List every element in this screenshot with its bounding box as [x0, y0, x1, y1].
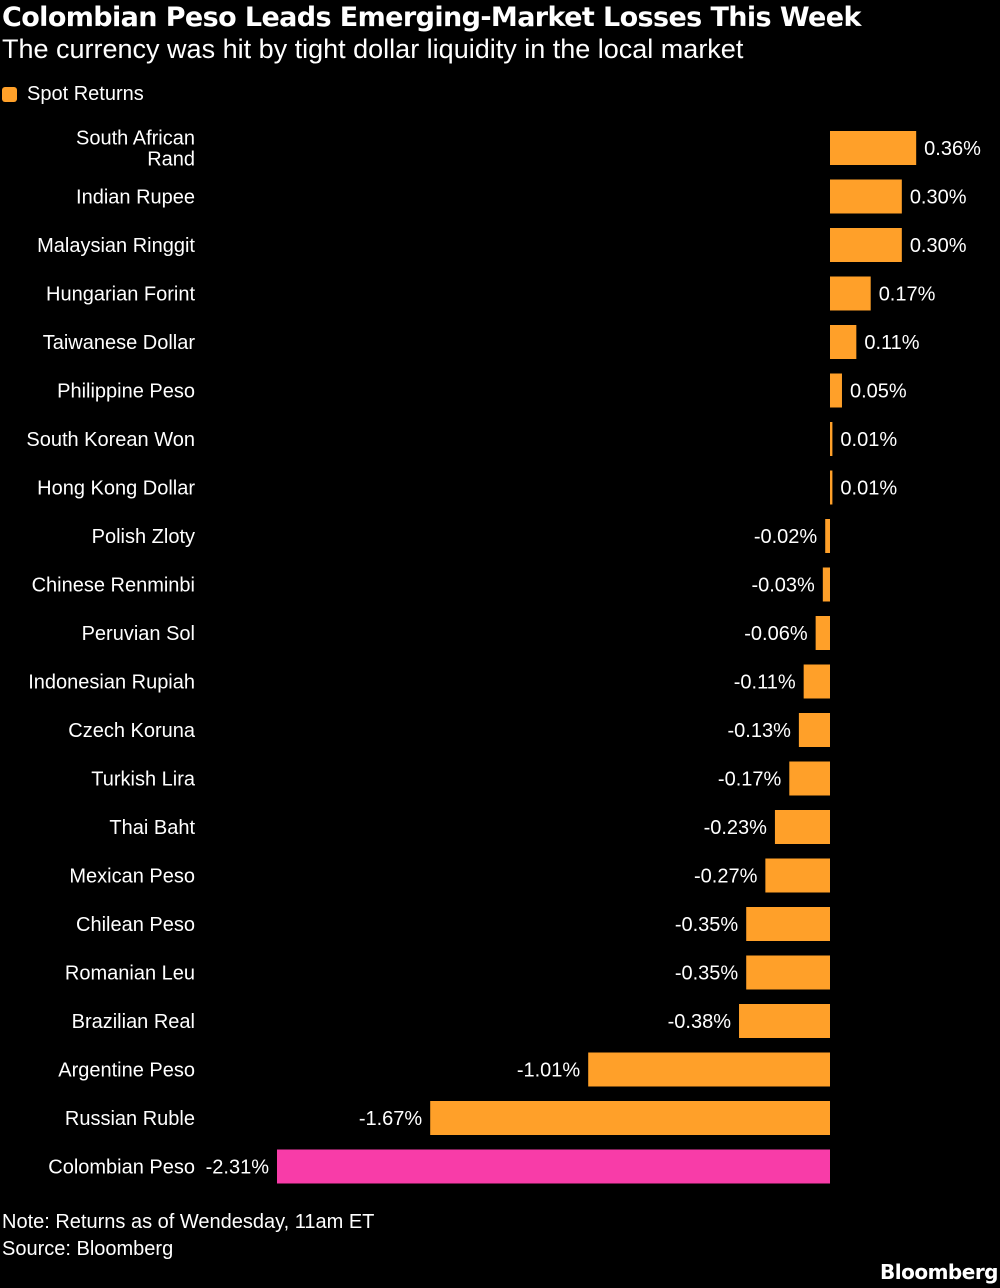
bar — [774, 810, 830, 844]
bar — [830, 422, 833, 456]
bar — [789, 761, 830, 796]
bar — [746, 955, 830, 990]
category-label: Argentine Peso — [58, 1060, 195, 1082]
category-label: Russian Ruble — [65, 1108, 195, 1130]
category-label-line: South African — [76, 128, 195, 150]
category-label: Czech Koruna — [68, 720, 196, 742]
category-label: Thai Baht — [109, 817, 195, 839]
bar — [765, 858, 830, 893]
value-label: 0.17% — [879, 284, 936, 306]
value-label: -0.23% — [704, 817, 768, 839]
category-label: Indian Rupee — [76, 187, 195, 209]
bar — [746, 907, 830, 941]
bar — [830, 470, 833, 505]
value-label: -0.03% — [751, 575, 815, 597]
category-label: Chilean Peso — [76, 914, 195, 936]
value-label: -0.06% — [744, 623, 808, 645]
category-label: Romanian Leu — [65, 963, 195, 985]
chart-note: Note: Returns as of Wendesday, 11am ET — [2, 1211, 375, 1233]
value-label: -0.35% — [675, 963, 739, 985]
value-label: 0.05% — [850, 381, 907, 403]
value-label: -0.38% — [668, 1011, 732, 1033]
value-label: -0.17% — [718, 769, 782, 791]
bar — [430, 1101, 830, 1135]
bar — [803, 664, 830, 699]
value-label: -0.02% — [754, 526, 818, 548]
bar — [830, 325, 857, 359]
value-label: -1.01% — [517, 1060, 581, 1082]
bar — [815, 616, 830, 650]
bar — [822, 567, 830, 602]
bar — [830, 228, 902, 262]
legend-swatch — [2, 86, 17, 102]
bar — [798, 713, 830, 747]
legend-label: Spot Returns — [27, 82, 144, 105]
bar-chart: South African Rand 0.36% Indian Rupee 0.30% M… — [26, 128, 981, 1184]
category-label-line: Rand — [147, 149, 195, 171]
bar — [830, 373, 842, 408]
category-label: Polish Zloty — [92, 526, 195, 548]
value-label: 0.30% — [910, 235, 967, 257]
category-label: Peruvian Sol — [82, 623, 195, 645]
bar — [825, 519, 830, 553]
value-label: -0.27% — [694, 866, 758, 888]
value-label: -0.35% — [675, 914, 739, 936]
category-label: Philippine Peso — [57, 381, 195, 403]
bar — [830, 179, 902, 214]
value-label: -2.31% — [206, 1157, 270, 1179]
category-label: Chinese Renminbi — [32, 575, 195, 597]
brand-logo: Bloomberg — [880, 1260, 998, 1284]
category-label: Indonesian Rupiah — [28, 672, 195, 694]
bar — [588, 1052, 830, 1087]
value-label: 0.30% — [910, 187, 967, 209]
category-label: Taiwanese Dollar — [43, 332, 196, 354]
bar — [830, 131, 917, 165]
value-label: 0.11% — [864, 332, 919, 354]
category-label: Hong Kong Dollar — [37, 478, 195, 500]
category-label: Brazilian Real — [72, 1011, 195, 1033]
chart-subtitle: The currency was hit by tight dollar liq… — [2, 34, 744, 64]
value-label: -0.11% — [734, 672, 796, 694]
category-label: Malaysian Ringgit — [37, 235, 195, 257]
chart-source: Source: Bloomberg — [2, 1238, 174, 1260]
category-label: Turkish Lira — [91, 769, 196, 791]
bar — [276, 1149, 831, 1184]
legend: Spot Returns — [2, 82, 144, 106]
value-label: 0.01% — [840, 429, 897, 451]
value-label: 0.01% — [840, 478, 897, 500]
value-label: 0.36% — [924, 138, 981, 160]
category-label: Hungarian Forint — [46, 284, 195, 306]
value-label: -0.13% — [728, 720, 792, 742]
category-label: Colombian Peso — [48, 1157, 195, 1179]
category-label: Mexican Peso — [69, 866, 195, 888]
value-label: -1.67% — [359, 1108, 423, 1130]
chart-title: Colombian Peso Leads Emerging-Market Los… — [2, 2, 861, 33]
category-label: South Korean Won — [26, 429, 195, 451]
bar — [739, 1004, 830, 1038]
category-label: South African Rand — [76, 128, 195, 171]
bar — [830, 276, 871, 311]
